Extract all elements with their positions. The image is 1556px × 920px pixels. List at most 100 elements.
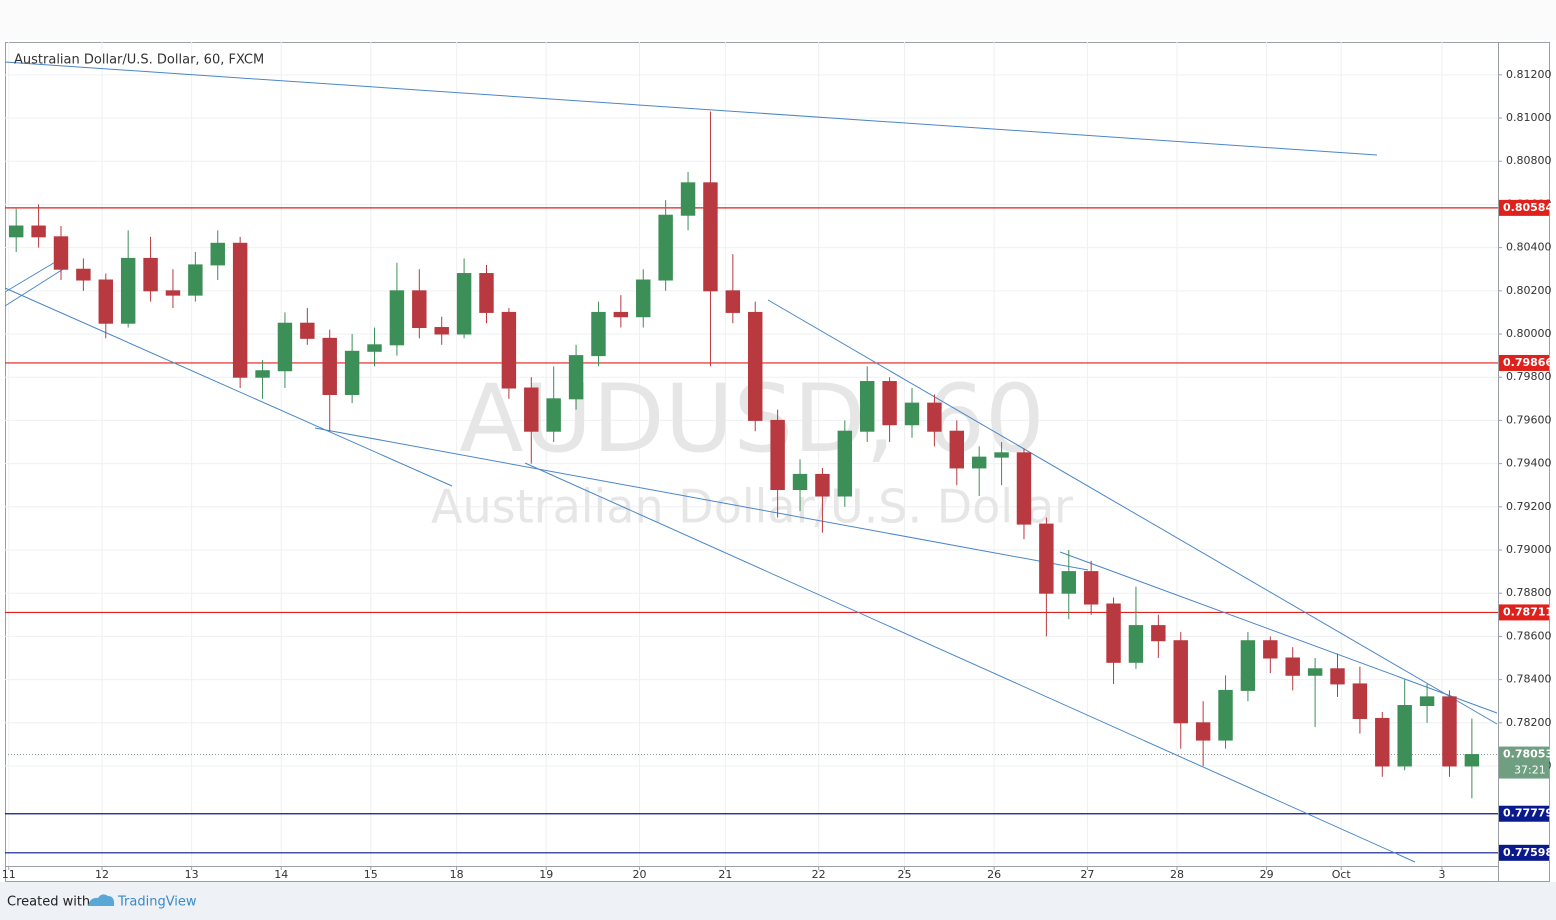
last-price-box <box>1499 746 1549 779</box>
trendline <box>4 257 63 293</box>
candle-body <box>680 182 696 216</box>
candle-body <box>255 370 270 378</box>
candle-body <box>1083 571 1099 605</box>
brand-name[interactable]: TradingView <box>117 895 197 910</box>
level-label: 0.80584 <box>1503 201 1553 214</box>
candle-body <box>1061 571 1076 594</box>
candle-body <box>636 279 651 318</box>
candle-body <box>188 264 203 296</box>
trendlines <box>4 61 1498 863</box>
candle-body <box>1039 523 1054 594</box>
candle-body <box>1195 722 1211 741</box>
x-tick-label: 26 <box>987 868 1001 881</box>
x-tick-label: 3 <box>1439 868 1446 881</box>
candle-body <box>479 273 494 313</box>
candle-body <box>277 322 293 372</box>
x-tick-label: 12 <box>95 868 109 881</box>
y-tick-label: 0.79200 <box>1506 500 1552 513</box>
candle-body <box>748 311 763 421</box>
x-tick-label: 11 <box>2 868 16 881</box>
candle-body <box>1263 640 1278 659</box>
footer-text: Created with <box>7 895 90 910</box>
level-label-box <box>1499 844 1549 861</box>
candle-body <box>1106 603 1121 663</box>
y-tick-label: 0.78200 <box>1506 716 1552 729</box>
candle-body <box>613 311 629 318</box>
level-label-box <box>1499 805 1549 822</box>
candle-body <box>210 242 225 266</box>
candle-body <box>971 456 987 469</box>
candle-body <box>927 402 942 432</box>
level-label: 0.77598 <box>1503 846 1553 859</box>
y-tick-label: 0.80200 <box>1506 284 1552 297</box>
y-tick-label: 0.80800 <box>1506 154 1552 167</box>
candle-body <box>949 430 965 469</box>
footer-bar <box>0 882 1556 920</box>
candle-body <box>792 473 808 491</box>
candle-body <box>568 355 584 400</box>
candle-body <box>815 473 830 497</box>
y-tick-label: 0.78400 <box>1506 673 1552 686</box>
candle-body <box>1016 452 1032 525</box>
candle-body <box>725 290 741 313</box>
x-tick-label: 27 <box>1080 868 1094 881</box>
y-tick-label: 0.79600 <box>1506 413 1552 426</box>
candle-body <box>524 387 539 432</box>
x-tick-label: 18 <box>450 868 464 881</box>
candle-body <box>143 257 158 292</box>
grid <box>5 42 1498 866</box>
y-tick-label: 0.79400 <box>1506 457 1552 470</box>
x-tick-label: 19 <box>539 868 553 881</box>
candle-body <box>703 182 718 292</box>
candle-body <box>31 225 46 238</box>
brand-cloud <box>88 894 115 906</box>
candle-body <box>882 381 897 426</box>
y-tick-label: 0.78600 <box>1506 629 1552 642</box>
candle-body <box>232 242 248 378</box>
candle-body <box>501 311 517 389</box>
trendline <box>314 427 1089 571</box>
candle-body <box>389 290 405 346</box>
last-price-label: 0.78053 <box>1503 748 1553 761</box>
candle-body <box>1352 683 1368 719</box>
trendline <box>524 462 1416 863</box>
chart-title: Australian Dollar/U.S. Dollar, 60, FXCM <box>14 53 264 68</box>
trendline <box>4 287 453 487</box>
candle-body <box>1285 657 1300 676</box>
candle-body <box>98 279 113 324</box>
candle-body <box>456 273 472 335</box>
candle-body <box>300 322 315 339</box>
brand-logo <box>88 894 115 906</box>
candle-body <box>658 214 673 281</box>
candle-body <box>904 402 920 426</box>
y-tick-label: 0.80400 <box>1506 241 1552 254</box>
y-tick-label: 0.80000 <box>1506 327 1552 340</box>
level-label: 0.78711 <box>1503 605 1553 618</box>
candle-body <box>344 350 360 395</box>
x-tick-label: 14 <box>274 868 288 881</box>
candle-body <box>165 290 181 296</box>
candle-body <box>994 452 1009 458</box>
candle-body <box>837 430 853 497</box>
y-tick-label: 0.79800 <box>1506 370 1552 383</box>
x-tick-label: 28 <box>1170 868 1184 881</box>
y-tick-label: 0.79000 <box>1506 543 1552 556</box>
x-tick-label: 13 <box>185 868 199 881</box>
candle-body <box>1397 705 1412 767</box>
trendline <box>1059 551 1498 714</box>
x-tick-label: Oct <box>1332 868 1352 881</box>
trendline <box>4 265 69 307</box>
level-label-box <box>1499 604 1549 621</box>
candle-body <box>1307 668 1323 676</box>
level-label: 0.79866 <box>1503 356 1553 369</box>
candle-body <box>8 225 24 238</box>
candle-body <box>546 398 561 432</box>
level-label: 0.77779 <box>1503 807 1553 820</box>
x-tick-label: 20 <box>633 868 647 881</box>
trendline <box>767 299 1498 725</box>
trendline <box>4 61 1378 156</box>
watermark-subtitle: Australian Dollar/U.S. Dollar <box>431 480 1073 534</box>
candle-body <box>412 290 427 329</box>
